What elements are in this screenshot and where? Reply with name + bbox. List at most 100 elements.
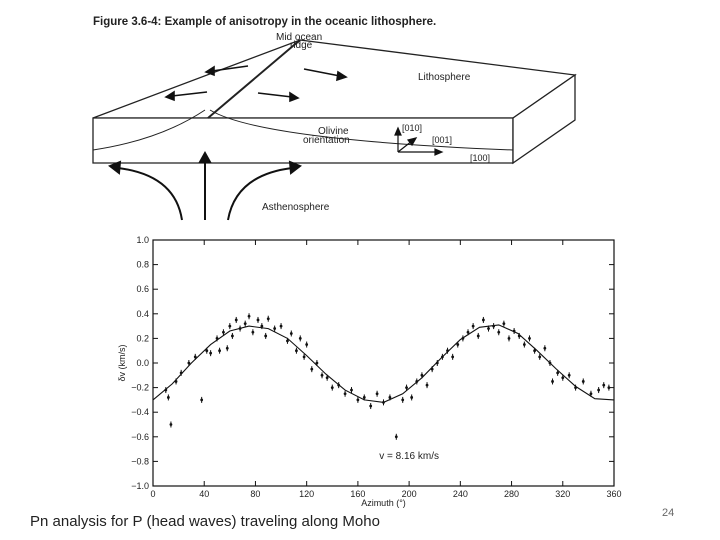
data-point-dot bbox=[169, 423, 173, 426]
data-point-dot bbox=[218, 349, 221, 353]
data-point-dot bbox=[522, 343, 526, 346]
data-point-dot bbox=[415, 380, 419, 383]
y-tick-label: 0.2 bbox=[136, 333, 149, 343]
y-tick-label: −0.8 bbox=[131, 456, 149, 466]
data-point-dot bbox=[502, 322, 506, 326]
data-point-dot bbox=[256, 318, 260, 322]
data-point-dot bbox=[298, 337, 302, 340]
data-point-dot bbox=[410, 396, 414, 399]
data-point-dot bbox=[350, 388, 353, 392]
data-point-dot bbox=[315, 361, 319, 365]
data-point-dot bbox=[435, 361, 439, 365]
data-point-dot bbox=[487, 327, 490, 330]
axis-100-label: [100] bbox=[470, 153, 490, 163]
data-point-dot bbox=[302, 355, 306, 359]
data-point-dot bbox=[543, 346, 547, 350]
data-point-dot bbox=[273, 327, 277, 330]
asthenosphere-label: Asthenosphere bbox=[262, 202, 330, 213]
data-point-dot bbox=[528, 337, 531, 340]
x-tick-label: 80 bbox=[250, 489, 260, 499]
data-point-dot bbox=[260, 324, 264, 328]
data-point-dot bbox=[166, 396, 170, 399]
data-point-dot bbox=[574, 386, 577, 389]
x-axis-label: Azimuth (°) bbox=[361, 498, 406, 508]
y-tick-label: −0.4 bbox=[131, 407, 149, 417]
data-point-dot bbox=[466, 330, 470, 334]
data-point-dot bbox=[187, 361, 191, 365]
data-point-dot bbox=[200, 398, 204, 402]
x-tick-label: 40 bbox=[199, 489, 209, 499]
data-point-dot bbox=[209, 351, 213, 355]
y-axis-label: δv (km/s) bbox=[117, 344, 127, 381]
data-point-dot bbox=[446, 349, 449, 353]
data-point-dot bbox=[607, 386, 611, 389]
data-point-dot bbox=[388, 396, 392, 399]
plot-frame bbox=[152, 239, 615, 487]
data-point-dot bbox=[251, 330, 255, 334]
data-point-dot bbox=[343, 392, 347, 396]
data-point-dot bbox=[325, 376, 329, 380]
x-tick-label: 360 bbox=[606, 489, 621, 499]
y-tick-label: −1.0 bbox=[131, 481, 149, 491]
data-point-dot bbox=[356, 398, 360, 402]
data-point-dot bbox=[451, 355, 455, 359]
data-point-dot bbox=[561, 376, 565, 380]
data-point-dot bbox=[205, 349, 209, 353]
data-point-dot bbox=[310, 367, 314, 371]
data-point-dot bbox=[362, 396, 366, 399]
data-point-dot bbox=[481, 318, 485, 322]
data-point-dot bbox=[369, 404, 373, 408]
data-point-dot bbox=[581, 380, 585, 383]
data-point-dot bbox=[538, 355, 542, 359]
data-point-dot bbox=[215, 337, 219, 340]
spreading-arrows bbox=[164, 65, 348, 103]
data-point-dot bbox=[420, 373, 424, 377]
axis-001-label: [001] bbox=[432, 135, 452, 145]
data-point-dot bbox=[401, 398, 405, 402]
data-point-dot bbox=[471, 324, 475, 328]
data-point-dot bbox=[289, 332, 293, 335]
data-point-dot bbox=[295, 349, 298, 353]
data-point-dot bbox=[222, 330, 225, 334]
data-point-dot bbox=[382, 400, 385, 404]
data-point-dot bbox=[320, 373, 324, 377]
x-tick-label: 200 bbox=[402, 489, 417, 499]
data-point-dot bbox=[476, 334, 480, 338]
x-tick-label: 160 bbox=[350, 489, 365, 499]
lithosphere-label: Lithosphere bbox=[418, 72, 471, 83]
data-point-dot bbox=[230, 334, 234, 338]
data-point-dot bbox=[602, 383, 606, 387]
figure-title: Figure 3.6-4: Example of anisotropy in t… bbox=[93, 16, 436, 28]
data-point-dot bbox=[330, 386, 334, 389]
y-tick-label: 0.4 bbox=[136, 309, 149, 319]
data-point-dot bbox=[441, 355, 444, 359]
data-point-dot bbox=[456, 343, 460, 346]
data-point-dot bbox=[425, 383, 429, 387]
data-point-dot bbox=[548, 361, 552, 365]
data-point-dot bbox=[556, 371, 560, 375]
data-point-dot bbox=[507, 337, 511, 340]
data-point-dot bbox=[228, 324, 232, 328]
ridge-label-2: ridge bbox=[290, 40, 313, 51]
axis-010-label: [010] bbox=[402, 123, 422, 133]
slide-caption: Pn analysis for P (head waves) traveling… bbox=[30, 513, 380, 530]
x-tick-label: 0 bbox=[150, 489, 155, 499]
data-point-dot bbox=[174, 380, 178, 383]
data-point-dot bbox=[243, 322, 247, 326]
data-point-dot bbox=[234, 318, 238, 322]
y-tick-label: 0.8 bbox=[136, 260, 149, 270]
x-tick-label: 280 bbox=[504, 489, 519, 499]
data-point-dot bbox=[597, 388, 601, 392]
data-point-dot bbox=[225, 346, 229, 350]
x-tick-label: 240 bbox=[453, 489, 468, 499]
data-point-dot bbox=[164, 388, 168, 392]
ridge-label-1: Mid ocean bbox=[276, 32, 322, 43]
data-point-dot bbox=[266, 317, 270, 321]
data-point-dot bbox=[461, 337, 465, 340]
x-tick-label: 120 bbox=[299, 489, 314, 499]
data-point-dot bbox=[375, 392, 379, 396]
y-tick-label: 1.0 bbox=[136, 235, 149, 245]
y-tick-label: 0.0 bbox=[136, 358, 149, 368]
y-tick-label: −0.6 bbox=[131, 432, 149, 442]
